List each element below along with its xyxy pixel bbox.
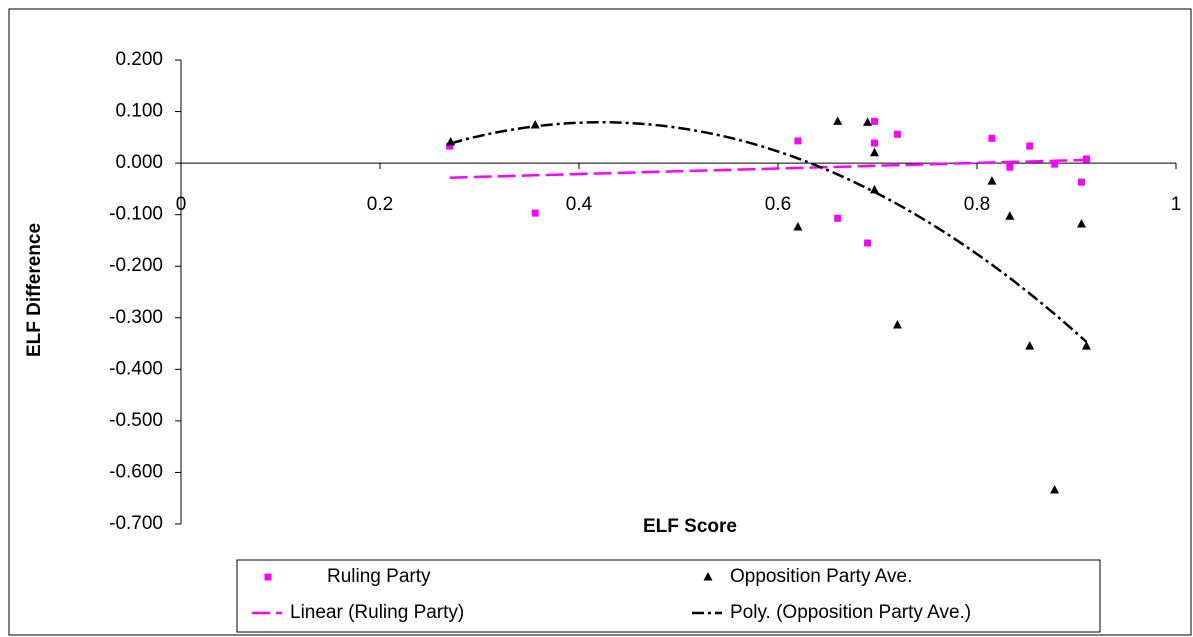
point: [530, 119, 540, 129]
y-tick-label: -0.200: [109, 255, 163, 276]
point: [1025, 341, 1035, 350]
x-tick-label: 0.2: [367, 194, 393, 215]
x-tick-label: 0.6: [765, 194, 791, 215]
point: [446, 142, 454, 150]
legend-box: [236, 559, 1101, 633]
trendline: [449, 158, 1087, 179]
point: [446, 136, 456, 146]
y-tick-label: -0.500: [109, 410, 163, 431]
legend-marker: [703, 572, 713, 581]
point: [1051, 160, 1059, 168]
point: [1005, 211, 1015, 220]
x-tick-label: 0: [176, 194, 187, 215]
point: [1006, 163, 1014, 171]
point: [1076, 218, 1086, 228]
point: [870, 147, 880, 157]
legend-marker: [264, 573, 272, 581]
y-tick-label: -0.400: [109, 358, 163, 379]
point: [1081, 341, 1091, 350]
point: [833, 116, 843, 125]
point: [531, 209, 539, 217]
y-tick-label: -0.300: [109, 307, 163, 328]
point: [871, 139, 879, 147]
point: [794, 137, 802, 145]
point: [893, 130, 901, 138]
point: [892, 319, 902, 329]
x-tick-label: 1: [1171, 194, 1182, 215]
trendline: [450, 121, 1088, 343]
legend-label: Ruling Party: [327, 566, 431, 587]
point: [871, 117, 879, 125]
point: [1026, 142, 1034, 150]
x-axis-label: ELF Score: [643, 516, 737, 537]
y-tick-label: 0.200: [115, 49, 163, 70]
y-tick-label: -0.700: [109, 513, 163, 534]
y-tick-label: -0.100: [109, 204, 163, 225]
point: [1082, 155, 1090, 163]
point: [864, 239, 872, 247]
point: [870, 184, 880, 194]
y-tick-label: 0.000: [115, 152, 163, 173]
x-tick-label: 0.4: [566, 194, 593, 215]
y-axis-label: ELF Difference: [24, 223, 45, 357]
point: [988, 134, 996, 142]
legend-label: Linear (Ruling Party): [290, 602, 464, 623]
legend-label: Opposition Party Ave.: [730, 566, 912, 587]
legend-label: Poly. (Opposition Party Ave.): [730, 602, 971, 623]
point: [834, 214, 842, 222]
chart-border: [8, 8, 1192, 636]
y-tick-label: -0.600: [109, 461, 163, 482]
point: [793, 222, 803, 231]
point: [1050, 484, 1060, 494]
point: [863, 117, 873, 126]
y-tick-label: 0.100: [115, 101, 163, 122]
point: [987, 176, 997, 185]
point: [1077, 178, 1085, 186]
x-tick-label: 0.8: [964, 194, 990, 215]
